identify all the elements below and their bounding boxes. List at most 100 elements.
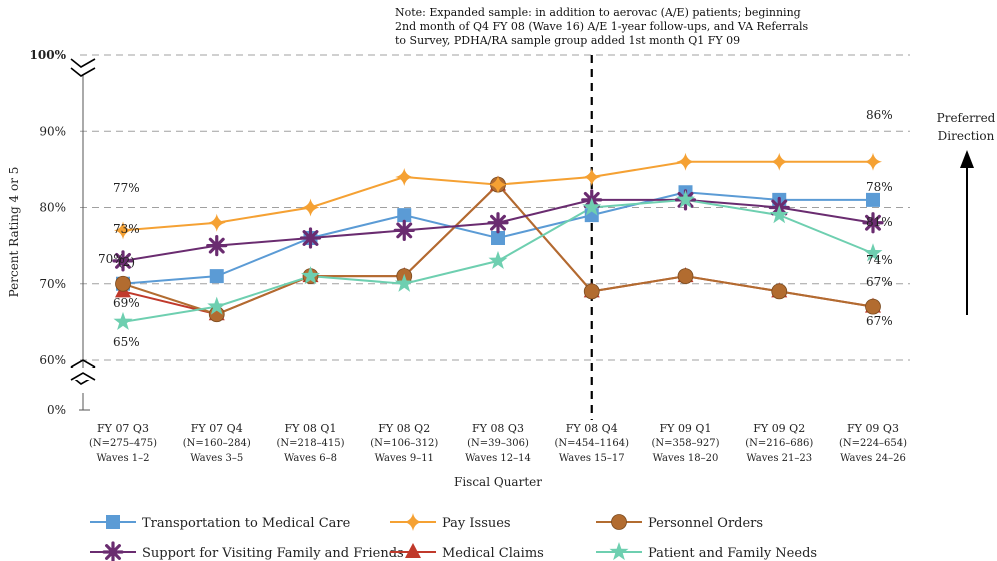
preferred-direction-label: Direction	[938, 129, 995, 143]
data-label: 69%	[113, 296, 140, 310]
x-axis-title: Fiscal Quarter	[454, 475, 542, 489]
x-tick-n: (N=160–284)	[183, 438, 251, 449]
x-tick-n: (N=39–306)	[467, 438, 529, 449]
series-point-transportation-to-medical-care	[209, 269, 224, 284]
legend-marker	[102, 541, 124, 561]
series-line-medical-claims	[122, 183, 874, 316]
x-tick-n: (N=218–415)	[276, 438, 344, 449]
series-point-patient-and-family-needs	[207, 296, 227, 315]
x-tick-n: (N=216–686)	[745, 438, 813, 449]
data-label: 86%	[866, 108, 893, 122]
series-point-patient-and-family-needs	[863, 243, 883, 262]
series-point-patient-and-family-needs	[675, 189, 696, 208]
x-tick-n: (N=454–1164)	[555, 438, 630, 449]
series-point-personnel-orders	[583, 283, 600, 300]
legend-item: Support for Visiting Family and Friends	[90, 541, 404, 561]
series-point-pay-issues	[114, 221, 132, 240]
series-point-patient-and-family-needs	[582, 197, 602, 216]
x-tick-label: FY 07 Q4	[191, 422, 243, 435]
x-tick-waves: Waves 12–14	[465, 453, 531, 464]
y-axis-title: Percent Rating 4 or 5	[7, 167, 21, 298]
legend-label: Transportation to Medical Care	[142, 516, 351, 531]
x-tick-n: (N=106–312)	[370, 438, 438, 449]
x-tick-label: FY 09 Q3	[847, 422, 899, 435]
legend-item: Transportation to Medical Care	[90, 515, 351, 531]
y-tick-label-90: 90%	[39, 124, 66, 138]
x-tick-label: FY 08 Q4	[566, 422, 618, 435]
x-tick-waves: Waves 24–26	[840, 453, 906, 464]
series-point-support-for-visiting-family-and-friends	[862, 212, 884, 234]
data-label: 73%	[113, 222, 140, 236]
series-point-patient-and-family-needs	[113, 311, 133, 330]
series-point-patient-and-family-needs	[300, 266, 321, 285]
x-tick-waves: Waves 21–23	[746, 453, 812, 464]
legend-item: Pay Issues	[390, 513, 511, 531]
data-label: 67%	[866, 314, 893, 328]
legend-marker	[611, 514, 627, 530]
series-point-support-for-visiting-family-and-friends	[112, 250, 134, 272]
legend-label: Personnel Orders	[648, 516, 763, 531]
data-label: 78%	[866, 180, 893, 194]
series-point-personnel-orders	[115, 275, 131, 292]
data-label: 65%	[113, 335, 140, 349]
x-tick-label: FY 07 Q3	[97, 422, 149, 435]
legend-label: Pay Issues	[442, 516, 511, 531]
data-label: (2)	[118, 255, 135, 269]
data-label: 74%	[866, 253, 893, 267]
series-point-pay-issues	[301, 198, 320, 217]
x-tick-waves: Waves 9–11	[375, 453, 434, 464]
series-line-personnel-orders	[122, 183, 874, 316]
legend-marker	[106, 515, 120, 529]
legend-item: Patient and Family Needs	[596, 542, 817, 561]
x-tick-n: (N=275–475)	[89, 438, 157, 449]
x-tick-label: FY 09 Q2	[753, 422, 805, 435]
series-point-transportation-to-medical-care	[491, 231, 505, 245]
note-line: to Survey, PDHA/RA sample group added 1s…	[395, 34, 740, 47]
x-tick-waves: Waves 18–20	[653, 453, 719, 464]
note-line: 2nd month of Q4 FY 08 (Wave 16) A/E 1-ye…	[395, 20, 809, 33]
x-tick-label: FY 08 Q3	[472, 422, 524, 435]
series-point-support-for-visiting-family-and-friends	[206, 235, 228, 257]
series-point-pay-issues	[864, 152, 882, 171]
legend-label: Support for Visiting Family and Friends	[142, 546, 404, 561]
y-tick-label-100: 100%	[30, 48, 67, 62]
axis-break-mark	[70, 58, 96, 68]
legend-item: Medical Claims	[390, 543, 544, 561]
series-point-pay-issues	[489, 175, 507, 194]
series-point-personnel-orders	[771, 283, 788, 300]
x-tick-waves: Waves 6–8	[284, 453, 337, 464]
x-tick-waves: Waves 1–2	[97, 453, 150, 464]
y-tick-label-0: 0%	[47, 403, 66, 417]
series-point-personnel-orders	[865, 298, 881, 315]
y-tick-label-80: 80%	[39, 201, 66, 215]
legend-marker	[404, 513, 422, 531]
x-tick-label: FY 09 Q1	[660, 422, 712, 435]
x-tick-label: FY 08 Q1	[285, 422, 337, 435]
preferred-direction-label: Preferred	[937, 111, 996, 125]
series-point-pay-issues	[207, 213, 226, 232]
x-tick-n: (N=224–654)	[839, 438, 907, 449]
series-point-pay-issues	[676, 152, 695, 171]
axis-break-mark	[70, 67, 96, 77]
legend-marker	[609, 542, 629, 561]
series-point-support-for-visiting-family-and-friends	[299, 227, 322, 249]
x-tick-label: FY 08 Q2	[378, 422, 430, 435]
series-point-support-for-visiting-family-and-friends	[393, 219, 415, 241]
series-point-pay-issues	[395, 168, 414, 186]
data-label: 77%	[113, 181, 140, 195]
series-point-patient-and-family-needs	[769, 205, 789, 224]
series-point-patient-and-family-needs	[394, 273, 414, 292]
y-tick-label-70: 70%	[39, 277, 66, 291]
series-point-patient-and-family-needs	[488, 250, 508, 269]
series-point-support-for-visiting-family-and-friends	[487, 212, 509, 234]
series-point-pay-issues	[582, 168, 601, 186]
x-tick-waves: Waves 3–5	[190, 453, 243, 464]
legend-label: Patient and Family Needs	[648, 546, 817, 561]
y-tick-label-60: 60%	[39, 353, 66, 367]
x-tick-waves: Waves 15–17	[559, 453, 625, 464]
note-line: Note: Expanded sample: in addition to ae…	[395, 6, 801, 19]
series-point-transportation-to-medical-care	[866, 192, 880, 207]
axis-break-mark	[70, 372, 96, 381]
